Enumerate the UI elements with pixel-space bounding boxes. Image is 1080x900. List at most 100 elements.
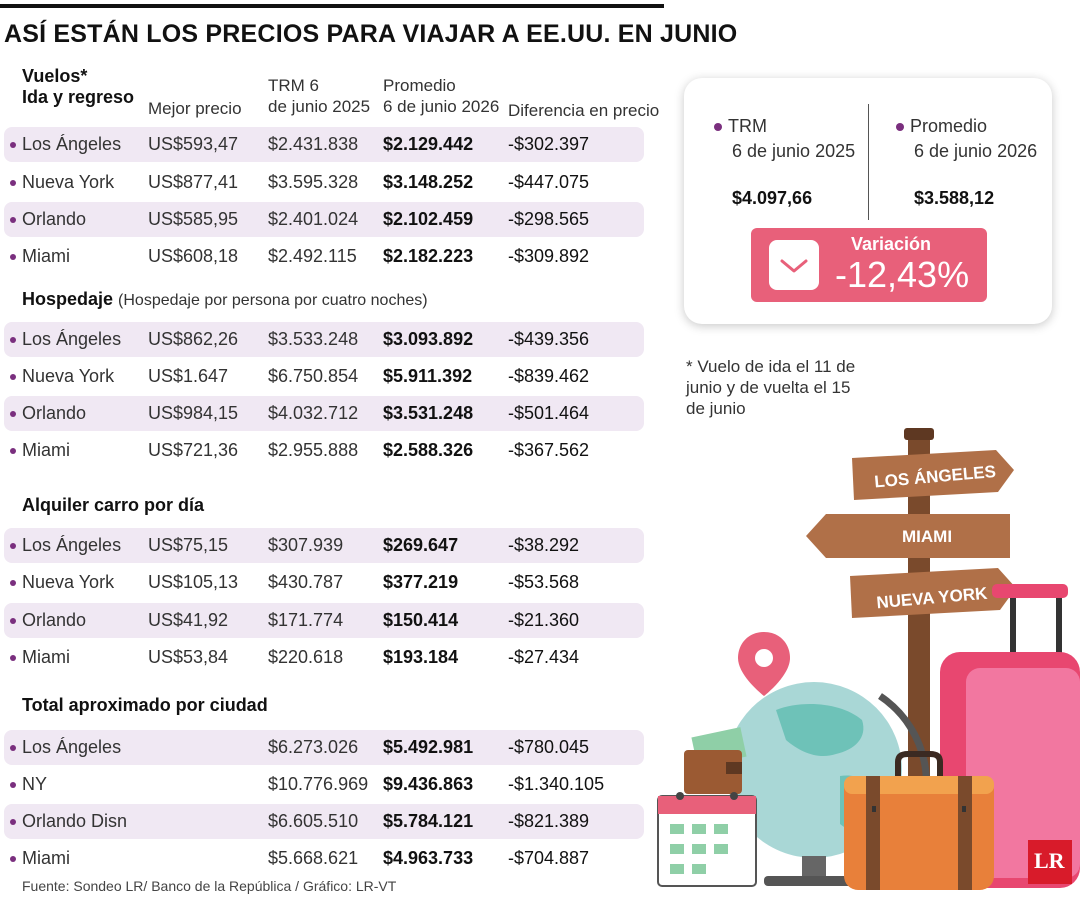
card-promedio-label-line1: Promedio	[910, 116, 988, 136]
chevron-down-icon	[769, 240, 819, 290]
cell-mejor-precio: US$877,41	[148, 172, 239, 192]
variation-label: Variación	[851, 234, 932, 254]
lr-logo-text: LR	[1034, 848, 1065, 873]
cell-promedio: $2.588.326	[383, 440, 474, 460]
cell-promedio: $2.129.442	[383, 134, 474, 154]
sign-los-angeles-icon: LOS ÁNGELES	[852, 450, 1014, 500]
cell-promedio: $150.414	[383, 610, 459, 630]
section-title-text: Hospedaje	[22, 289, 114, 309]
wallet-icon	[684, 727, 747, 794]
cell-promedio: $2.102.459	[383, 209, 474, 229]
flight-footnote: * Vuelo de ida el 11 de junio y de vuelt…	[686, 357, 856, 418]
cell-mejor-precio: US$105,13	[148, 572, 239, 592]
section-title-alquiler: Alquiler carro por día	[22, 495, 205, 515]
cell-trm: $6.750.854	[268, 366, 359, 386]
table-row: Los Ángeles US$75,15 $307.939 $269.647 -…	[4, 528, 644, 563]
cell-trm: $3.533.248	[268, 329, 359, 349]
table-row: NY $10.776.969 $9.436.863 -$1.340.105	[4, 767, 644, 802]
cell-mejor-precio: US$608,18	[148, 246, 239, 266]
header-vuelos-line1: Vuelos*	[22, 66, 88, 86]
cell-city: Nueva York	[22, 172, 115, 192]
cell-trm: $2.401.024	[268, 209, 359, 229]
cell-city: Los Ángeles	[22, 329, 122, 349]
cell-mejor-precio: US$585,95	[148, 209, 239, 229]
cell-city: Nueva York	[22, 572, 115, 592]
calendar-icon	[657, 792, 757, 887]
cell-city: Los Ángeles	[22, 134, 122, 154]
cell-diferencia: -$298.565	[508, 209, 590, 229]
table-row: Nueva York US$877,41 $3.595.328 $3.148.2…	[4, 165, 644, 200]
exchange-rate-card: TRM 6 de junio 2025 $4.097,66 Promedio 6…	[684, 78, 1052, 324]
cell-city: Orlando	[22, 403, 87, 423]
cell-mejor-precio: US$721,36	[148, 440, 239, 460]
cell-diferencia: -$704.887	[508, 848, 590, 868]
section-title-total: Total aproximado por ciudad	[22, 695, 268, 715]
bullet-dot	[10, 745, 16, 751]
variation-box: Variación -12,43%	[751, 228, 987, 302]
table-row: Orlando Disn $6.605.510 $5.784.121 -$821…	[4, 804, 644, 839]
cell-diferencia: -$1.340.105	[508, 774, 605, 794]
cell-city: Los Ángeles	[22, 737, 122, 757]
cell-diferencia: -$839.462	[508, 366, 590, 386]
cell-promedio: $5.911.392	[383, 366, 473, 386]
cell-city: Nueva York	[22, 366, 115, 386]
cell-diferencia: -$439.356	[508, 329, 590, 349]
bullet-dot	[10, 618, 16, 624]
table-row: Orlando US$984,15 $4.032.712 $3.531.248 …	[4, 396, 644, 431]
cell-promedio: $9.436.863	[383, 774, 474, 794]
cell-diferencia: -$21.360	[508, 610, 580, 630]
cell-mejor-precio: US$53,84	[148, 647, 229, 667]
cell-diferencia: -$821.389	[508, 811, 590, 831]
bullet-dot	[10, 782, 16, 788]
cell-promedio: $3.093.892	[383, 329, 474, 349]
header-trm: TRM 6 de junio 2025	[268, 75, 370, 117]
cell-promedio: $2.182.223	[383, 246, 474, 266]
cell-trm: $10.776.969	[268, 774, 369, 794]
bullet-dot	[10, 337, 16, 343]
header-trm-line1: TRM 6	[268, 76, 319, 95]
header-vuelos-line2: Ida y regreso	[22, 87, 135, 107]
cell-trm: $430.787	[268, 572, 344, 592]
table-row: Miami US$53,84 $220.618 $193.184 -$27.43…	[4, 640, 644, 675]
cell-trm: $5.668.621	[268, 848, 359, 868]
table-row: Orlando US$585,95 $2.401.024 $2.102.459 …	[4, 202, 644, 237]
bullet-dot	[714, 123, 722, 132]
location-pin-icon	[738, 632, 790, 696]
cell-promedio: $3.148.252	[383, 172, 474, 192]
cell-promedio: $5.492.981	[383, 737, 474, 757]
header-promedio-line1: Promedio	[383, 76, 456, 95]
section-note: (Hospedaje por persona por cuatro noches…	[118, 292, 428, 309]
orange-suitcase-icon	[844, 751, 994, 890]
cell-trm: $3.595.328	[268, 172, 359, 192]
card-trm-label-line2: 6 de junio 2025	[732, 141, 856, 161]
cell-city: Miami	[22, 440, 70, 460]
bullet-dot	[10, 856, 16, 862]
cell-trm: $171.774	[268, 610, 344, 630]
header-mejor-precio: Mejor precio	[148, 99, 242, 118]
cell-diferencia: -$53.568	[508, 572, 580, 592]
cell-diferencia: -$27.434	[508, 647, 580, 667]
header-vuelos: Vuelos* Ida y regreso	[22, 66, 134, 108]
card-promedio-label: Promedio 6 de junio 2026	[896, 114, 1037, 164]
cell-trm: $6.605.510	[268, 811, 359, 831]
cell-trm: $6.273.026	[268, 737, 359, 757]
cell-trm: $2.492.115	[268, 246, 357, 266]
cell-mejor-precio: US$593,47	[148, 134, 239, 154]
card-trm-label-line1: TRM	[728, 116, 767, 136]
card-promedio-value: $3.588,12	[914, 188, 995, 208]
card-divider	[868, 104, 869, 220]
table-row: Miami US$721,36 $2.955.888 $2.588.326 -$…	[4, 433, 644, 468]
cell-diferencia: -$780.045	[508, 737, 590, 757]
cell-promedio: $269.647	[383, 535, 459, 555]
cell-city: NY	[22, 774, 48, 794]
travel-illustration: LOS ÁNGELES MIAMI NUEVA YORK	[657, 428, 1080, 890]
cell-promedio: $193.184	[383, 647, 459, 667]
table-row: Miami US$608,18 $2.492.115 $2.182.223 -$…	[4, 239, 644, 274]
card-promedio-label-line2: 6 de junio 2026	[914, 141, 1038, 161]
cell-trm: $220.618	[268, 647, 344, 667]
cell-diferencia: -$501.464	[508, 403, 590, 423]
cell-diferencia: -$302.397	[508, 134, 590, 154]
bullet-dot	[10, 411, 16, 417]
cell-trm: $307.939	[268, 535, 344, 555]
table-row: Nueva York US$1.647 $6.750.854 $5.911.39…	[4, 359, 644, 394]
